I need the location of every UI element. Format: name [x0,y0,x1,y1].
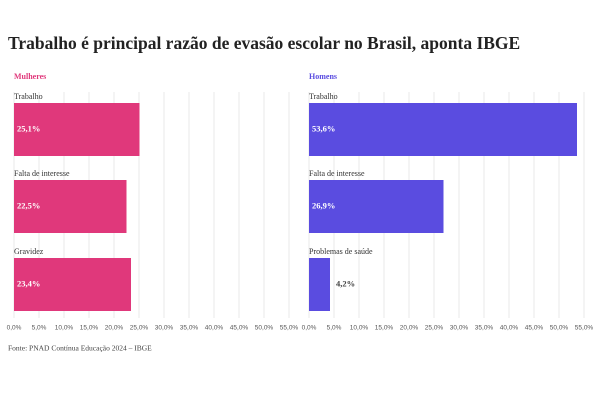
x-tick-label: 50,0% [550,325,569,332]
x-tick-label: 25,0% [425,325,444,332]
x-tick-label: 45,0% [230,325,249,332]
x-tick-label: 45,0% [525,325,544,332]
value-label: 23,4% [17,278,40,288]
value-label: 4,2% [336,278,355,288]
x-tick-label: 0,0% [302,325,317,332]
panel-title: Mulheres [14,72,46,81]
x-tick-label: 35,0% [475,325,494,332]
bar [309,180,444,233]
x-tick-label: 5,0% [32,325,47,332]
category-label: Problemas de saúde [309,247,373,256]
category-label: Falta de interesse [14,169,70,178]
category-label: Trabalho [14,92,43,101]
bar [14,103,140,156]
x-tick-label: 25,0% [130,325,149,332]
bar [14,180,127,233]
x-tick-label: 30,0% [155,325,174,332]
x-tick-label: 40,0% [205,325,224,332]
x-tick-label: 10,0% [350,325,369,332]
category-label: Trabalho [309,92,338,101]
x-tick-label: 10,0% [55,325,74,332]
x-tick-label: 20,0% [105,325,124,332]
x-tick-label: 55,0% [575,325,594,332]
bar [14,258,131,311]
bar [309,103,577,156]
source: Fonte: PNAD Contínua Educação 2024 – IBG… [8,344,152,353]
value-label: 22,5% [17,200,40,210]
x-tick-label: 15,0% [375,325,394,332]
category-label: Gravidez [14,247,44,256]
category-label: Falta de interesse [309,169,365,178]
value-label: 25,1% [17,123,40,133]
x-tick-label: 20,0% [400,325,419,332]
x-tick-label: 15,0% [80,325,99,332]
x-tick-label: 30,0% [450,325,469,332]
x-tick-label: 35,0% [180,325,199,332]
x-tick-label: 55,0% [280,325,299,332]
page-title: Trabalho é principal razão de evasão esc… [8,33,520,53]
value-label: 53,6% [312,123,335,133]
panel-title: Homens [309,72,337,81]
bar [309,258,330,311]
x-tick-label: 40,0% [500,325,519,332]
x-tick-label: 0,0% [7,325,22,332]
x-tick-label: 50,0% [255,325,274,332]
value-label: 26,9% [312,200,335,210]
x-tick-label: 5,0% [327,325,342,332]
